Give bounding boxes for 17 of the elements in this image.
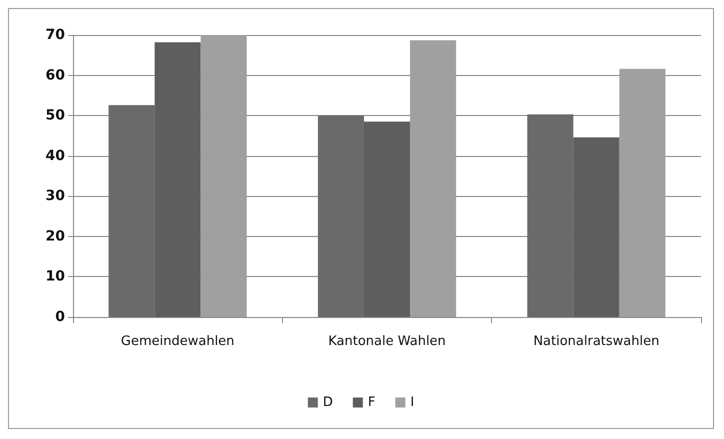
x-tick-label: Nationalratswahlen <box>533 334 660 349</box>
y-tick-label: 10 <box>46 268 66 285</box>
y-tick-label: 20 <box>46 228 66 244</box>
y-tick-label: 30 <box>46 188 66 204</box>
y-tick-label: 0 <box>55 309 66 325</box>
legend-label: F <box>368 395 376 410</box>
y-tick-label: 60 <box>46 67 66 84</box>
legend-label: I <box>410 395 414 410</box>
bar <box>410 40 456 317</box>
y-tick-label: 40 <box>46 148 66 164</box>
x-tick-label: Gemeindewahlen <box>120 334 234 349</box>
y-tick-label: 70 <box>46 27 66 43</box>
x-tick-label: Kantonale Wahlen <box>328 334 446 349</box>
legend-label: D <box>322 395 333 410</box>
y-tick-label: 50 <box>46 108 66 124</box>
bar <box>200 35 247 317</box>
bar <box>619 68 666 317</box>
